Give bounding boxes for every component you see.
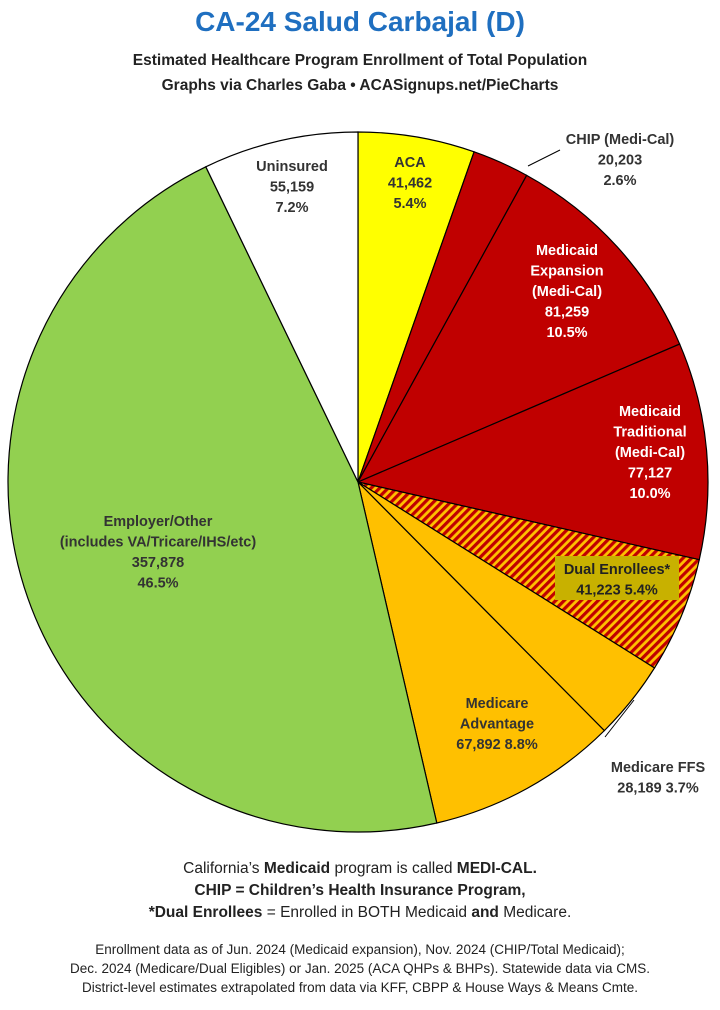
slice-label-2-line-1: Expansion <box>530 264 603 280</box>
pie-slice-6 <box>356 480 606 824</box>
slice-label-0-line-2: 5.4% <box>393 196 426 212</box>
slice-label-4-line-0: Dual Enrollees* <box>564 562 671 578</box>
slice-label-2-line-3: 81,259 <box>545 305 589 321</box>
slice-label-8-line-1: 55,159 <box>270 180 314 196</box>
slice-label-2-line-4: 10.5% <box>546 325 587 341</box>
slice-label-3-line-4: 10.0% <box>629 486 670 502</box>
slice-label-6-line-1: Advantage <box>460 717 534 733</box>
slice-label-5-line-0: Medicare FFS <box>611 760 706 776</box>
slice-label-1-line-1: 20,203 <box>598 153 642 169</box>
slice-label-1-line-2: 2.6% <box>603 173 636 189</box>
slice-label-7-line-3: 46.5% <box>137 576 178 592</box>
slice-label-2-line-2: (Medi-Cal) <box>532 284 602 300</box>
pie-chart: ACA 41,462 5.4% CHIP (Medi-Cal) 20,203 2.6% Me… <box>7 131 709 833</box>
chart-subtitle: Estimated Healthcare Program Enrollment … <box>132 52 588 69</box>
footer-line-1: Enrollment data as of Jun. 2024 (Medicai… <box>95 942 625 957</box>
slice-label-3-line-1: Traditional <box>613 425 686 441</box>
slice-label-1-line-0: CHIP (Medi-Cal) <box>566 132 675 148</box>
pie-slice-8 <box>205 131 359 483</box>
chart-credit: Graphs via Charles Gaba • ACASignups.net… <box>161 77 559 94</box>
notes-line-1: California’s Medicaid program is called … <box>183 860 537 877</box>
pie-slice-7 <box>7 166 438 833</box>
dual-enrollees-label-box <box>555 556 679 600</box>
slice-label-3-line-3: 77,127 <box>628 466 672 482</box>
footer-line-3: District-level estimates extrapolated fr… <box>82 980 638 995</box>
leader-line-5 <box>604 699 635 738</box>
footer-line-2: Dec. 2024 (Medicare/Dual Eligibles) or J… <box>70 961 650 976</box>
slice-label-7-line-2: 357,878 <box>132 555 184 571</box>
slice-label-5-line-1: 28,189 3.7% <box>617 781 699 797</box>
pie-slice-2 <box>356 174 681 484</box>
slice-label-0-line-1: 41,462 <box>388 176 432 192</box>
notes-line-2: CHIP = Children’s Health Insurance Progr… <box>194 882 526 899</box>
slice-label-4-line-1: 41,223 5.4% <box>576 583 658 599</box>
leader-line-1 <box>527 149 561 167</box>
slice-label-3-line-0: Medicaid <box>619 404 681 420</box>
slice-label-6-line-0: Medicare <box>466 696 529 712</box>
slice-label-0-line-0: ACA <box>394 155 426 171</box>
notes-line-3: *Dual Enrollees = Enrolled in BOTH Medic… <box>148 904 572 921</box>
slice-label-7-line-1: (includes VA/Tricare/IHS/etc) <box>60 535 257 551</box>
slice-label-3-line-2: (Medi-Cal) <box>615 445 685 461</box>
slice-label-2-line-0: Medicaid <box>536 243 598 259</box>
pie-slice-3 <box>356 343 709 561</box>
footer-sources: Enrollment data as of Jun. 2024 (Medicai… <box>0 940 720 997</box>
slice-label-8-line-0: Uninsured <box>256 159 328 175</box>
slice-label-6-line-2: 67,892 8.8% <box>456 737 538 753</box>
chart-title: CA-24 Salud Carbajal (D) <box>195 6 525 37</box>
notes: California’s Medicaid program is called … <box>0 858 720 924</box>
slice-label-8-line-2: 7.2% <box>275 200 308 216</box>
slice-label-7-line-0: Employer/Other <box>104 514 213 530</box>
